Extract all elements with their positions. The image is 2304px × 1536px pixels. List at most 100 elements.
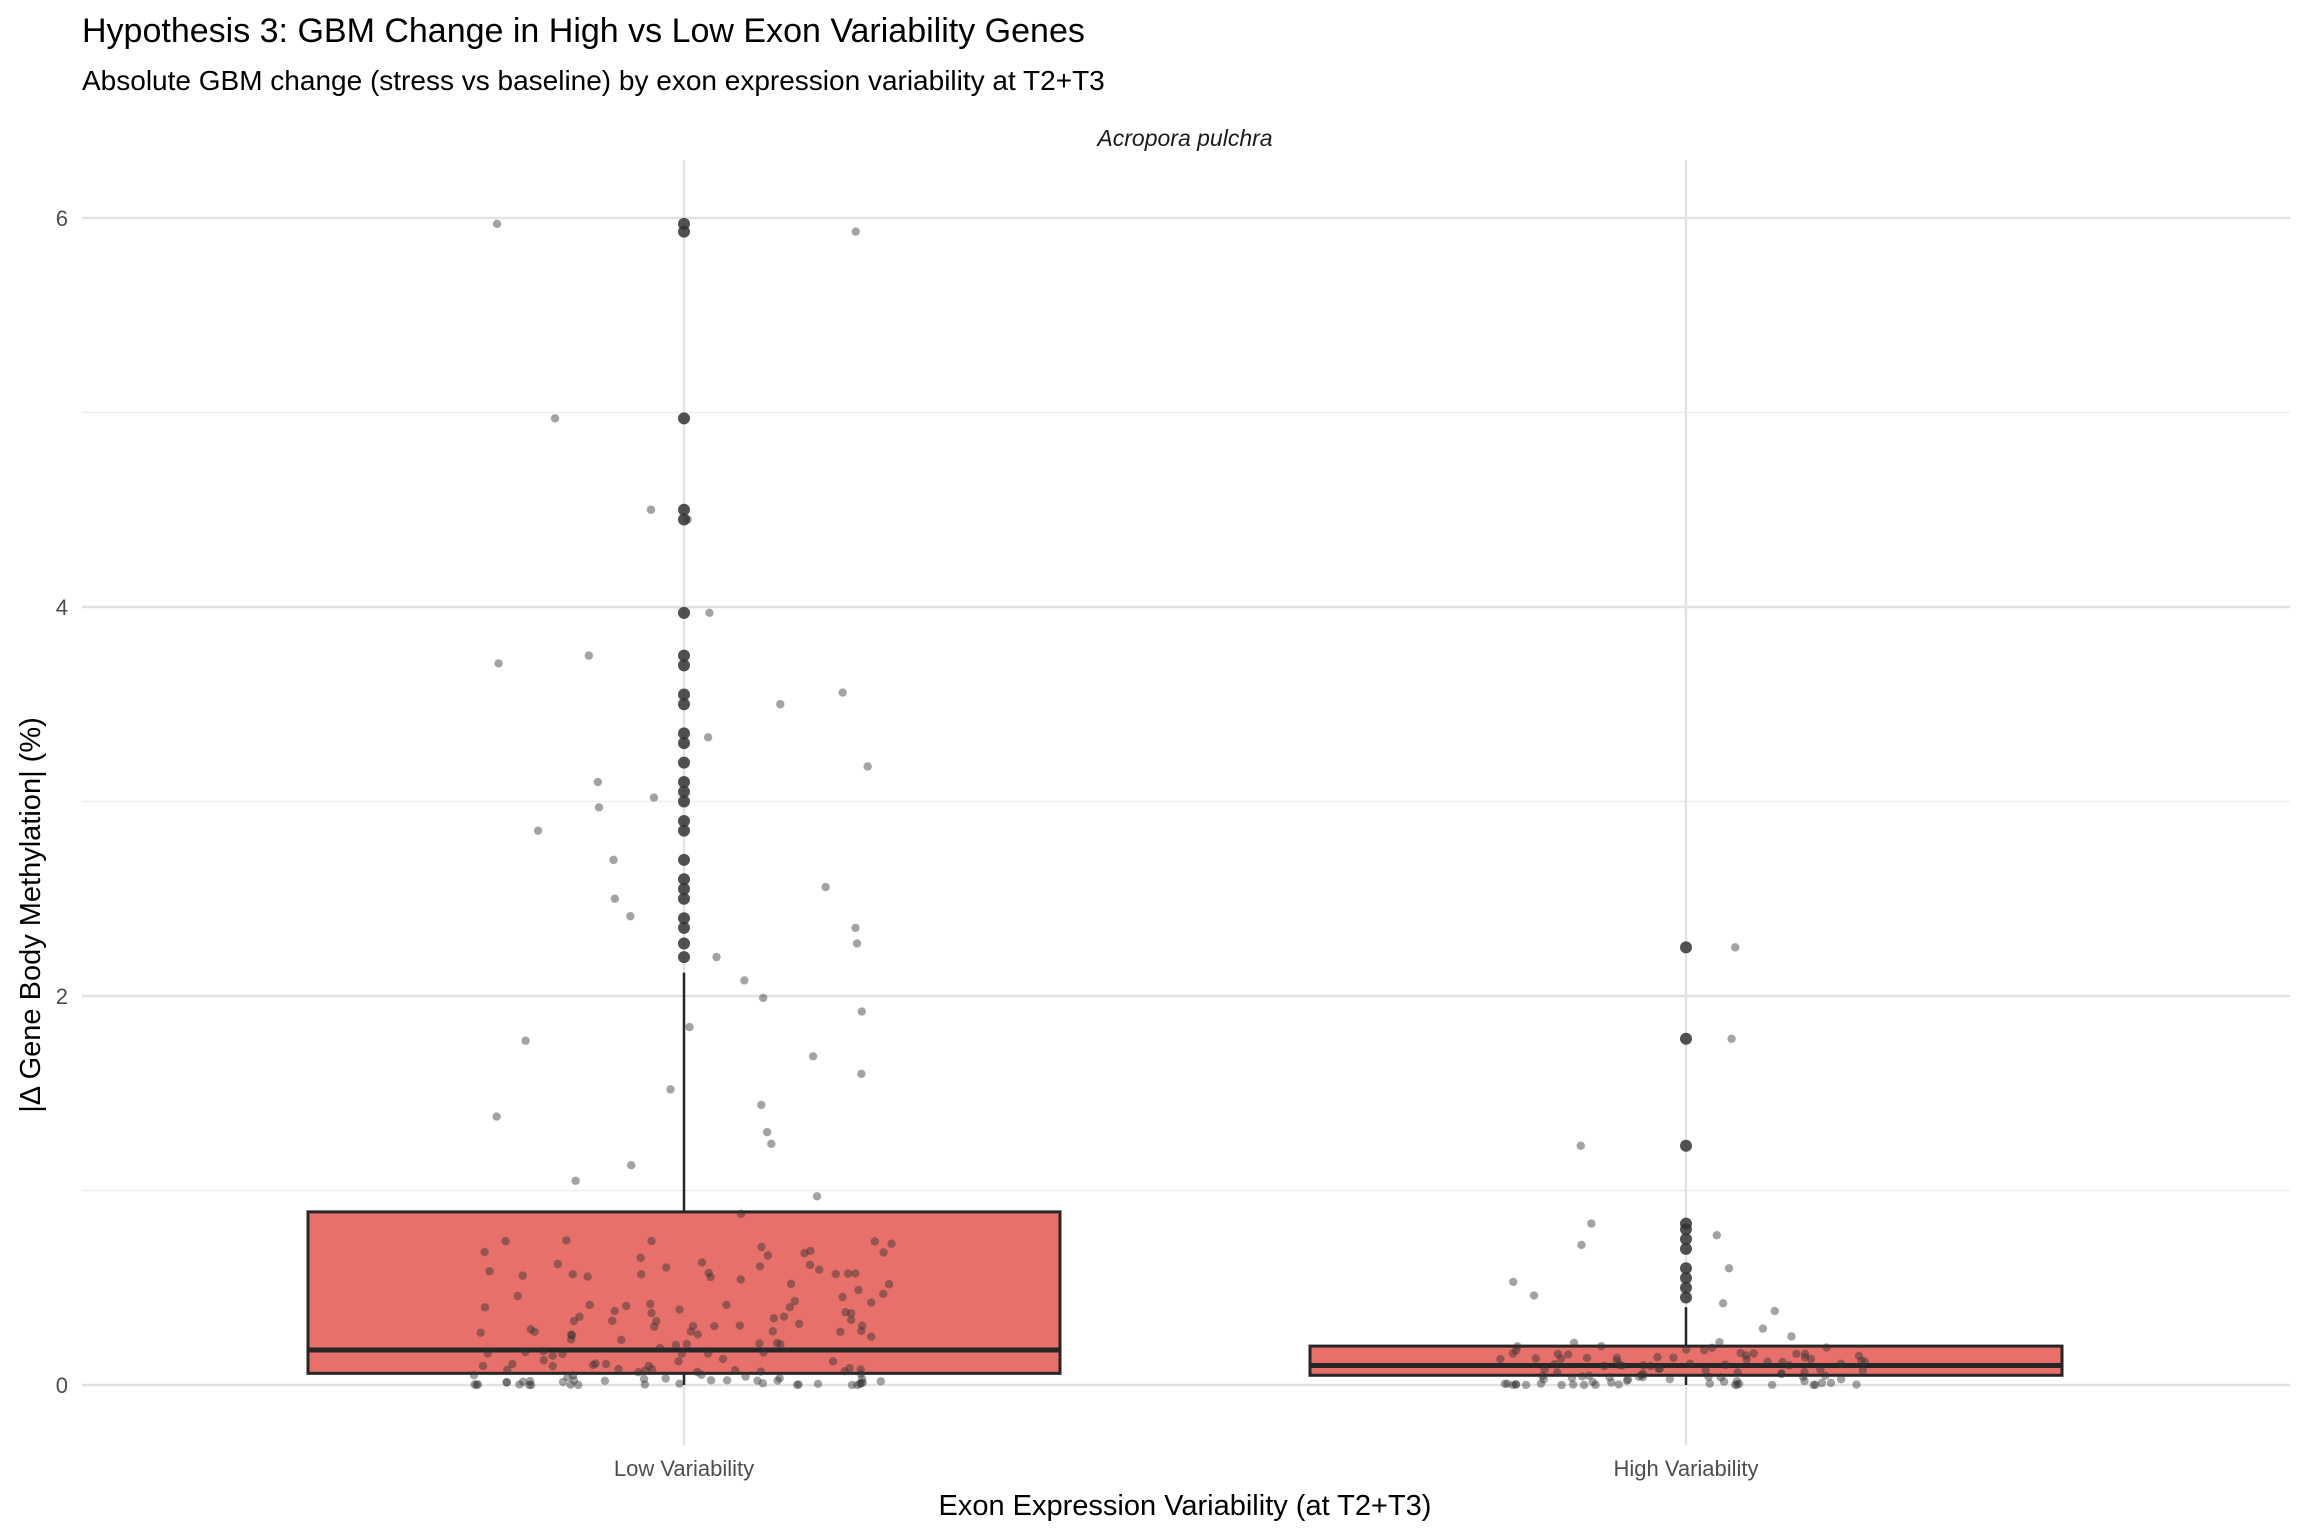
jitter-point bbox=[757, 1100, 766, 1110]
jitter-point bbox=[677, 1349, 687, 1358]
jitter-point bbox=[1742, 1355, 1751, 1364]
jitter-point bbox=[553, 1259, 563, 1269]
jitter-point bbox=[704, 1268, 713, 1278]
x-axis-ticks: Low Variability High Variability bbox=[614, 1456, 1759, 1481]
jitter-point bbox=[530, 1327, 539, 1336]
jitter-point bbox=[1653, 1352, 1662, 1362]
jitter-point bbox=[508, 1359, 517, 1369]
jitter-point bbox=[1707, 1343, 1717, 1353]
jitter-point bbox=[851, 1269, 860, 1278]
jitter-point bbox=[1538, 1371, 1547, 1381]
jitter-point bbox=[503, 1365, 512, 1374]
jitter-point bbox=[594, 803, 604, 812]
jitter-point bbox=[525, 1380, 534, 1390]
jitter-point bbox=[539, 1346, 548, 1356]
jitter-point bbox=[472, 1380, 481, 1390]
jitter-point bbox=[1800, 1368, 1809, 1377]
outlier-point bbox=[678, 785, 690, 798]
jitter-point bbox=[558, 1377, 568, 1387]
jitter-point bbox=[1860, 1357, 1869, 1366]
jitter-point bbox=[795, 1319, 804, 1329]
jitter-point bbox=[1638, 1373, 1647, 1382]
jitter-point bbox=[478, 1361, 488, 1371]
jitter-point bbox=[634, 1368, 643, 1377]
jitter-point bbox=[610, 1306, 619, 1316]
jitter-point bbox=[776, 1339, 785, 1349]
jitter-point bbox=[526, 1325, 536, 1334]
grid bbox=[82, 160, 2290, 1445]
jitter-point bbox=[867, 1332, 876, 1341]
jitter-point bbox=[1857, 1356, 1866, 1366]
jitter-point bbox=[649, 793, 659, 802]
jitter-point bbox=[867, 1298, 876, 1307]
jitter-point bbox=[794, 1380, 803, 1389]
outlier-point bbox=[678, 756, 690, 769]
jitter-point bbox=[1508, 1349, 1518, 1358]
jitter-point bbox=[1588, 1377, 1597, 1387]
jitter-point bbox=[550, 414, 560, 423]
outlier-point bbox=[678, 688, 690, 701]
jitter-point bbox=[792, 1380, 802, 1389]
jitter-point bbox=[852, 939, 862, 948]
chart-subtitle: Absolute GBM change (stress vs baseline)… bbox=[82, 65, 1105, 96]
jitter-point bbox=[1731, 943, 1740, 952]
jitter-point bbox=[655, 1343, 665, 1353]
outlier-point bbox=[678, 727, 690, 740]
jitter-point bbox=[640, 1366, 650, 1375]
outlier-point bbox=[678, 912, 690, 925]
jitter-point bbox=[1716, 1373, 1726, 1382]
jitter-point bbox=[1639, 1361, 1648, 1370]
jitter-point bbox=[502, 1377, 511, 1387]
jitter-point bbox=[769, 1314, 779, 1323]
jitter-point bbox=[567, 1330, 577, 1340]
jitter-point bbox=[569, 1316, 579, 1326]
y-tick-label: 4 bbox=[56, 595, 68, 620]
jitter-point bbox=[494, 659, 503, 668]
jitter-point bbox=[722, 1300, 731, 1309]
jitter-point bbox=[858, 1378, 867, 1387]
jitter-point bbox=[622, 1301, 631, 1311]
outlier-point bbox=[1680, 1217, 1692, 1230]
outlier-point bbox=[1680, 1262, 1692, 1275]
jitter-point bbox=[593, 777, 603, 787]
jitter-point bbox=[1614, 1380, 1623, 1389]
jitter-point bbox=[838, 1292, 847, 1302]
jitter-point bbox=[1591, 1380, 1600, 1390]
jitter-point bbox=[1655, 1364, 1665, 1373]
jitter-point bbox=[845, 1364, 854, 1373]
jitter-point bbox=[1758, 1324, 1768, 1333]
jitter-point bbox=[1556, 1354, 1566, 1363]
jitter-point bbox=[758, 1379, 768, 1388]
jitter-point bbox=[639, 1374, 649, 1384]
jitter-point bbox=[1577, 1240, 1586, 1250]
jitter-point bbox=[671, 1340, 681, 1350]
outlier-point bbox=[678, 606, 690, 619]
jitter-point bbox=[1531, 1354, 1540, 1363]
jitter-point bbox=[800, 1248, 809, 1258]
jitter-point bbox=[884, 1280, 894, 1289]
data-points bbox=[469, 217, 1869, 1390]
jitter-point bbox=[718, 1354, 728, 1364]
box bbox=[306, 1210, 1062, 1375]
jitter-point bbox=[480, 1303, 490, 1312]
jitter-point bbox=[697, 1258, 707, 1267]
jitter-point bbox=[675, 1305, 684, 1314]
jitter-point bbox=[813, 1379, 823, 1389]
jitter-point bbox=[1809, 1380, 1818, 1390]
jitter-point bbox=[697, 1370, 706, 1379]
jitter-point bbox=[741, 1372, 750, 1381]
jitter-point bbox=[722, 1376, 732, 1385]
jitter-point bbox=[1800, 1376, 1809, 1386]
jitter-point bbox=[763, 1251, 773, 1260]
jitter-point bbox=[686, 1327, 696, 1336]
jitter-point bbox=[812, 1192, 822, 1201]
jitter-point bbox=[501, 1236, 510, 1246]
jitter-point bbox=[1701, 1366, 1710, 1375]
jitter-point bbox=[568, 1270, 577, 1279]
jitter-point bbox=[591, 1359, 600, 1368]
jitter-point bbox=[1496, 1354, 1505, 1364]
jitter-point bbox=[1811, 1380, 1820, 1389]
jitter-point bbox=[563, 1372, 572, 1382]
jitter-point bbox=[548, 1361, 557, 1371]
jitter-point bbox=[568, 1371, 578, 1380]
